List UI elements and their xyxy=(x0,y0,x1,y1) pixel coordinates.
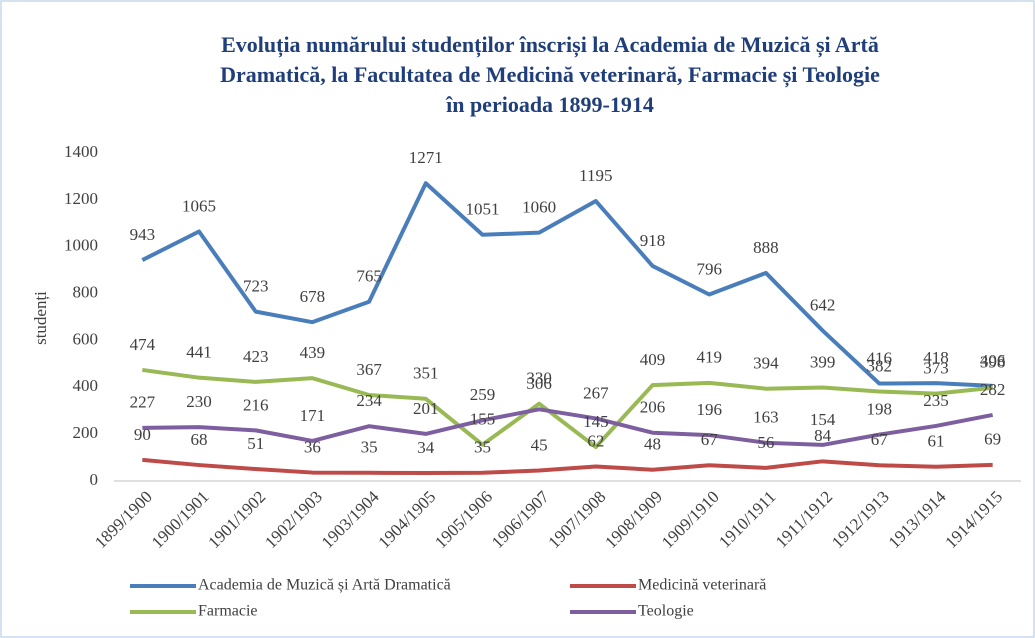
y-tick-label: 800 xyxy=(73,282,99,301)
data-label: 227 xyxy=(130,393,156,412)
data-label: 51 xyxy=(247,434,264,453)
data-label: 418 xyxy=(923,348,949,367)
data-label: 67 xyxy=(871,430,889,449)
data-label: 259 xyxy=(470,385,496,404)
data-label: 163 xyxy=(753,408,779,427)
data-label: 267 xyxy=(583,383,609,402)
data-label: 67 xyxy=(701,430,719,449)
data-label: 394 xyxy=(753,354,779,373)
data-label: 69 xyxy=(984,430,1001,449)
data-label: 765 xyxy=(356,267,382,286)
series-line xyxy=(141,181,993,388)
data-label: 373 xyxy=(923,359,949,378)
data-label: 154 xyxy=(810,410,836,429)
data-label: 918 xyxy=(640,231,666,250)
data-label: 230 xyxy=(186,392,212,411)
legend-label: Farmacie xyxy=(198,603,258,620)
data-label: 474 xyxy=(130,335,156,354)
data-label: 235 xyxy=(923,391,949,410)
legend-label: Teologie xyxy=(638,603,694,620)
y-tick-label: 400 xyxy=(73,376,99,395)
data-label: 406 xyxy=(980,351,1006,370)
data-label: 56 xyxy=(757,433,774,452)
data-label: 943 xyxy=(130,225,156,244)
data-label: 1065 xyxy=(182,196,216,215)
series-line xyxy=(142,457,993,476)
data-label: 216 xyxy=(243,395,269,414)
data-label: 1060 xyxy=(522,198,556,217)
data-label: 439 xyxy=(300,343,326,362)
data-label: 234 xyxy=(356,391,382,410)
data-label: 330 xyxy=(526,369,552,388)
data-label: 423 xyxy=(243,347,269,366)
y-tick-label: 600 xyxy=(73,329,99,348)
data-label: 171 xyxy=(300,406,326,425)
data-label: 419 xyxy=(696,348,722,367)
data-label: 1271 xyxy=(409,148,443,167)
chart-title: Evoluția numărului studenților înscriși … xyxy=(221,32,879,58)
data-label: 416 xyxy=(867,348,893,367)
data-label: 282 xyxy=(980,380,1006,399)
data-label: 1195 xyxy=(579,166,612,185)
data-label: 351 xyxy=(413,364,439,383)
legend-label: Academia de Muzică și Artă Dramatică xyxy=(198,577,451,594)
data-label: 398 xyxy=(980,353,1006,372)
data-label: 306 xyxy=(526,374,552,393)
data-label: 145 xyxy=(583,412,609,431)
chart-title: în perioada 1899-1914 xyxy=(445,92,654,117)
data-label: 45 xyxy=(531,435,548,454)
data-label: 796 xyxy=(696,259,722,278)
data-label: 61 xyxy=(927,432,944,451)
y-tick-label: 0 xyxy=(90,470,99,489)
data-label: 34 xyxy=(417,438,435,457)
data-label: 1051 xyxy=(465,200,499,219)
data-label: 68 xyxy=(191,430,208,449)
data-label: 84 xyxy=(814,426,832,445)
y-tick-label: 1000 xyxy=(64,236,98,255)
chart-title: Dramatică, la Facultatea de Medicină vet… xyxy=(220,62,880,88)
data-label: 36 xyxy=(304,437,321,456)
data-label: 198 xyxy=(867,400,893,419)
series-line xyxy=(142,367,993,450)
data-label: 399 xyxy=(810,352,836,371)
data-label: 201 xyxy=(413,399,439,418)
y-tick-label: 200 xyxy=(73,423,99,442)
data-label: 888 xyxy=(753,238,779,257)
data-label: 642 xyxy=(810,295,836,314)
data-label: 441 xyxy=(186,343,212,362)
data-label: 382 xyxy=(867,356,893,375)
data-label: 90 xyxy=(134,425,151,444)
data-label: 62 xyxy=(587,431,604,450)
data-label: 35 xyxy=(474,438,491,457)
data-label: 367 xyxy=(356,360,382,379)
y-axis-label: studenți xyxy=(31,291,50,345)
data-label: 206 xyxy=(640,398,666,417)
y-tick-label: 1200 xyxy=(64,189,98,208)
data-label: 155 xyxy=(470,410,496,429)
series-line xyxy=(142,407,994,447)
legend-label: Medicină veterinară xyxy=(638,577,766,594)
y-tick-label: 1400 xyxy=(64,142,98,161)
data-label: 35 xyxy=(361,438,378,457)
data-label: 48 xyxy=(644,435,661,454)
data-label: 723 xyxy=(243,277,269,296)
data-label: 409 xyxy=(640,350,666,369)
data-label: 678 xyxy=(300,287,326,306)
data-label: 196 xyxy=(696,400,722,419)
